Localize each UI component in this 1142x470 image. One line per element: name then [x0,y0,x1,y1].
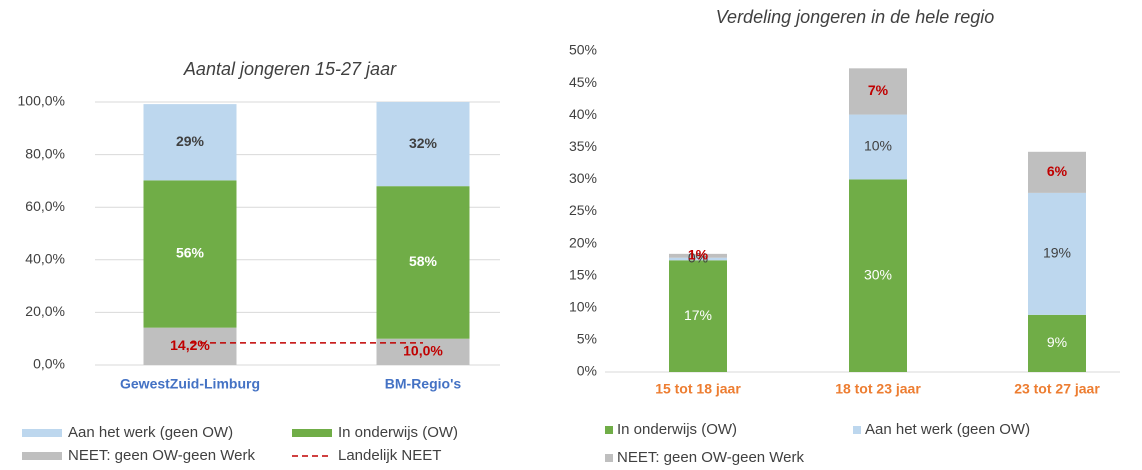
y-tick-label: 20% [569,234,597,250]
legend-label: NEET: geen OW-geen Werk [617,449,805,466]
data-label: 19% [1043,245,1071,261]
data-label: 17% [684,307,712,323]
bar-segment [849,68,907,115]
legend-marker [605,426,613,434]
x-tick-label: GewestZuid-Limburg [120,376,260,392]
x-tick-label: 23 tot 27 jaar [1014,381,1100,397]
data-label: 32% [409,135,438,151]
bar-segment [376,186,470,339]
y-tick-label: 40% [569,106,597,122]
chart-title: Aantal jongeren 15-27 jaar [183,59,397,79]
legend-label: NEET: geen OW-geen Werk [68,447,256,464]
y-tick-label: 25% [569,202,597,218]
y-tick-label: 50% [569,42,597,58]
data-label: 29% [176,133,205,149]
legend-label: Aan het werk (geen OW) [68,424,233,441]
data-label: 0% [688,250,708,266]
bar-segment [669,260,727,372]
y-tick-label: 20,0% [25,303,65,319]
data-label: 56% [176,245,205,261]
y-tick-label: 10% [569,299,597,315]
data-label: 1% [688,247,709,263]
data-label: 6% [1047,163,1068,179]
y-tick-label: 35% [569,138,597,154]
data-label: 7% [868,82,889,98]
legend-label: Aan het werk (geen OW) [865,421,1030,438]
y-tick-label: 0,0% [33,356,65,372]
legend-marker [22,429,62,437]
data-label: 10% [864,138,892,154]
bar-segment [849,114,907,180]
bar-segment [143,180,237,328]
y-tick-label: 100,0% [18,93,65,109]
bar-segment [1028,192,1086,315]
bar-segment [1028,151,1086,193]
y-tick-label: 5% [577,331,597,347]
y-tick-label: 40,0% [25,251,65,267]
y-tick-label: 60,0% [25,198,65,214]
legend-marker [292,429,332,437]
y-tick-label: 80,0% [25,145,65,161]
y-tick-label: 0% [577,363,597,379]
bar-segment [1028,314,1086,372]
data-label: 9% [1047,334,1067,350]
x-tick-label: BM-Regio's [385,376,462,392]
x-tick-label: 18 tot 23 jaar [835,381,921,397]
legend-label: In onderwijs (OW) [617,421,737,438]
data-label: 30% [864,266,892,282]
bar-segment [849,179,907,372]
y-tick-label: 15% [569,266,597,282]
bar-segment [376,102,470,187]
y-tick-label: 45% [569,74,597,90]
bar-segment [143,104,237,181]
chart-title: Verdeling jongeren in de hele regio [716,7,995,27]
data-label: 14,2% [170,337,210,353]
legend-label: In onderwijs (OW) [338,424,458,441]
legend-marker [22,452,62,460]
data-label: 58% [409,253,438,269]
bar-segment [669,257,727,261]
y-tick-label: 30% [569,170,597,186]
data-label: 10,0% [403,343,443,359]
x-tick-label: 15 tot 18 jaar [655,381,741,397]
legend-label: Landelijk NEET [338,447,441,464]
bar-segment [669,253,727,258]
legend-marker [853,426,861,434]
bar-segment [143,327,237,365]
legend-marker [605,454,613,462]
